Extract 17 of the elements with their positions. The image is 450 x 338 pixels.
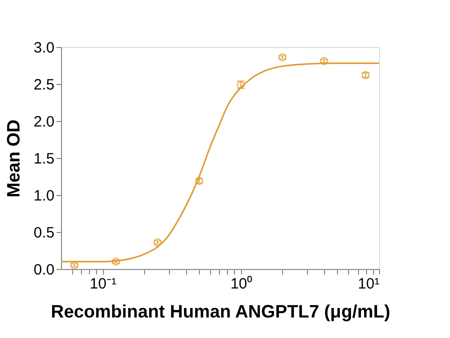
point [278,53,286,62]
y-tick-label: 2.0 [34,114,54,130]
y-tick-label: 3.0 [34,40,54,56]
y-tick-label: 1.0 [34,188,54,204]
point [70,261,78,270]
x-tick-label: 10⁻¹ [90,276,116,292]
point [320,57,328,66]
x-axis-title: Recombinant Human ANGPTL7 (μg/mL) [50,302,390,322]
y-tick-label: 0.5 [34,224,54,242]
y-tick-label: 0.0 [34,262,54,278]
x-tick-label: 10¹ [358,276,380,292]
point [154,238,162,246]
y-tick-label: 2.5 [34,76,54,94]
y-axis-title: Mean OD [4,119,24,198]
point [112,258,120,266]
x-tick-label: 10⁰ [230,276,252,292]
y-tick-label: 1.5 [34,150,54,168]
